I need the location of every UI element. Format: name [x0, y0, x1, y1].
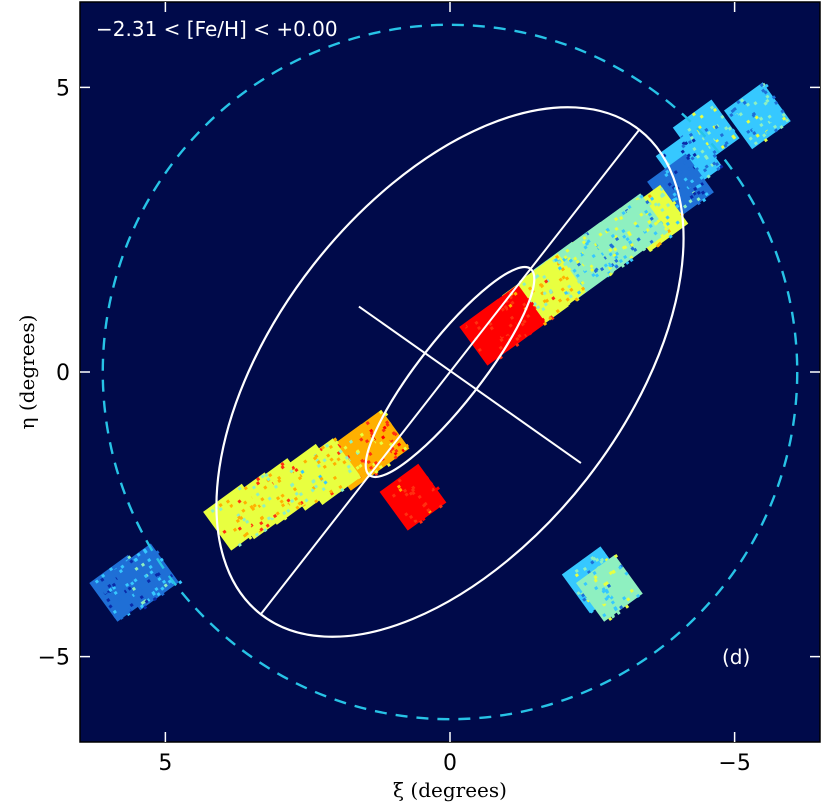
field-density-patches	[89, 82, 791, 622]
ellipse-major-axis	[259, 129, 641, 615]
field-patch	[203, 483, 271, 551]
field-patch	[112, 543, 183, 611]
panel-label: (d)	[722, 645, 750, 669]
boundary-circle	[101, 23, 799, 721]
plot-area	[89, 23, 799, 721]
x-tick-label: −5	[718, 751, 750, 776]
y-axis-label: η (degrees)	[15, 315, 39, 430]
y-tick-label: −5	[38, 646, 70, 671]
x-axis-label: ξ (degrees)	[393, 778, 507, 802]
field-patch	[724, 82, 791, 150]
y-tick-label: 5	[56, 76, 70, 101]
x-axis-ticks: 5 0 −5	[158, 2, 751, 776]
overlay-geometry	[101, 23, 799, 721]
y-axis-ticks: 5 0 −5	[38, 76, 820, 671]
y-tick-label: 0	[56, 361, 70, 386]
metallicity-range-annotation: −2.31 < [Fe/H] < +0.00	[96, 17, 338, 41]
field-patch	[379, 463, 447, 531]
field-patch	[576, 553, 643, 622]
x-tick-label: 0	[443, 751, 457, 776]
x-tick-label: 5	[158, 751, 172, 776]
minor-axis-line	[358, 305, 582, 464]
